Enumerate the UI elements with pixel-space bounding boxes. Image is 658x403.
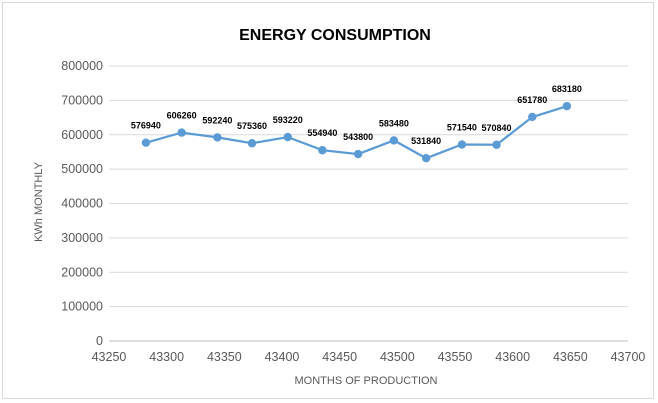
data-label: 683180 [552, 84, 582, 94]
x-tick-label: 43500 [380, 350, 415, 364]
data-label: 531840 [411, 136, 441, 146]
data-labels: 576940 606260 592240 575360 593220 554940 5438… [131, 84, 582, 146]
series-line [141, 101, 572, 163]
x-tick-label: 43700 [611, 350, 646, 364]
y-tick-label: 100000 [61, 300, 103, 314]
chart-title: ENERGY CONSUMPTION [239, 27, 431, 44]
data-point [283, 132, 292, 142]
y-tick-label: 300000 [61, 231, 103, 245]
data-label: 543800 [343, 132, 373, 142]
data-point [353, 149, 363, 159]
data-point [318, 146, 327, 155]
data-point [389, 136, 399, 145]
y-tick-label: 700000 [61, 93, 103, 107]
data-label: 575360 [237, 121, 267, 131]
data-point [528, 112, 537, 122]
x-tick-label: 43250 [92, 350, 127, 364]
y-axis-title: KWh MONTHLY [33, 161, 45, 242]
data-point [247, 139, 257, 148]
y-axis-ticks: 0 100000 200000 300000 400000 500000 600000 700… [61, 59, 103, 348]
data-label: 571540 [447, 123, 477, 133]
y-tick-label: 800000 [61, 59, 103, 73]
gridlines [109, 65, 628, 342]
data-label: 570840 [481, 123, 511, 133]
data-point [562, 101, 572, 111]
data-label: 593220 [273, 115, 303, 125]
data-label: 651780 [517, 95, 547, 105]
y-tick-label: 400000 [61, 197, 103, 211]
y-tick-label: 200000 [61, 265, 103, 279]
data-label: 576940 [131, 121, 161, 131]
x-tick-label: 43350 [207, 350, 242, 364]
data-point [457, 140, 467, 149]
data-point [492, 140, 501, 149]
data-label: 583480 [379, 118, 409, 128]
x-tick-label: 43600 [495, 350, 530, 364]
data-label: 554940 [307, 128, 337, 138]
x-tick-label: 43450 [322, 350, 357, 364]
data-point [213, 133, 222, 142]
y-tick-label: 600000 [61, 128, 103, 142]
chart-frame [2, 2, 654, 399]
y-tick-label: 0 [96, 334, 103, 348]
data-point [421, 153, 431, 163]
x-axis-title: MONTHS OF PRODUCTION [295, 375, 438, 387]
y-tick-label: 500000 [61, 162, 103, 176]
x-tick-label: 43550 [438, 350, 473, 364]
data-label: 606260 [167, 111, 197, 121]
x-tick-label: 43300 [149, 350, 184, 364]
x-tick-label: 43650 [553, 350, 588, 364]
x-axis-ticks: 43250 43300 43350 43400 43450 43500 43550 43600… [92, 350, 646, 364]
data-point [177, 128, 186, 137]
data-label: 592240 [202, 115, 232, 125]
data-point [141, 138, 151, 147]
x-tick-label: 43400 [265, 350, 300, 364]
